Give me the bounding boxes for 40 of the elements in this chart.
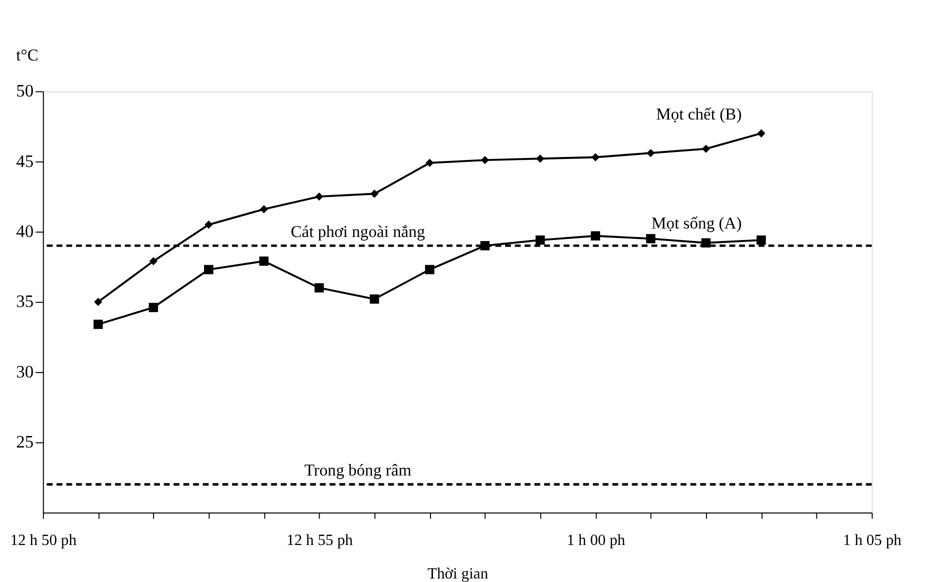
point [536, 235, 545, 245]
point [149, 257, 158, 266]
point [756, 235, 766, 245]
series-label: Mọt chết (B) [656, 104, 742, 124]
point [259, 256, 269, 266]
point [315, 192, 324, 201]
y-tick-label: 25 [16, 432, 34, 452]
series-label: Mọt sống (A) [652, 213, 742, 232]
y-tick-label: 40 [16, 221, 34, 242]
point [480, 156, 490, 164]
point [425, 264, 434, 274]
x-axis-title: Thời gian [427, 565, 488, 582]
ref-line-label: Cát phơi ngoài nắng [290, 222, 426, 241]
point [702, 144, 710, 153]
point [148, 302, 158, 312]
point [646, 148, 655, 158]
ref-line-label: Trong bóng râm [304, 460, 412, 480]
point [204, 264, 214, 274]
point [370, 294, 380, 304]
point [204, 220, 213, 229]
y-tick-label: 45 [16, 150, 34, 171]
point [426, 158, 434, 167]
point [94, 298, 102, 306]
point [646, 234, 656, 244]
y-tick-label: 35 [16, 291, 34, 312]
point [536, 154, 544, 163]
y-axis-title: t°C [16, 46, 38, 65]
point [591, 153, 600, 162]
x-tick-label: 1 h 05 ph [842, 532, 902, 550]
point [757, 129, 766, 138]
point [314, 283, 324, 292]
x-tick-label: 12 h 50 ph [10, 532, 77, 550]
x-tick-label: 1 h 00 ph [566, 532, 626, 550]
x-tick-label: 12 h 55 ph [286, 532, 354, 550]
point [590, 231, 600, 240]
point [94, 320, 103, 329]
y-tick-label: 30 [16, 361, 34, 382]
y-tick-label: 50 [16, 80, 34, 101]
point [260, 205, 268, 214]
point [370, 190, 379, 198]
